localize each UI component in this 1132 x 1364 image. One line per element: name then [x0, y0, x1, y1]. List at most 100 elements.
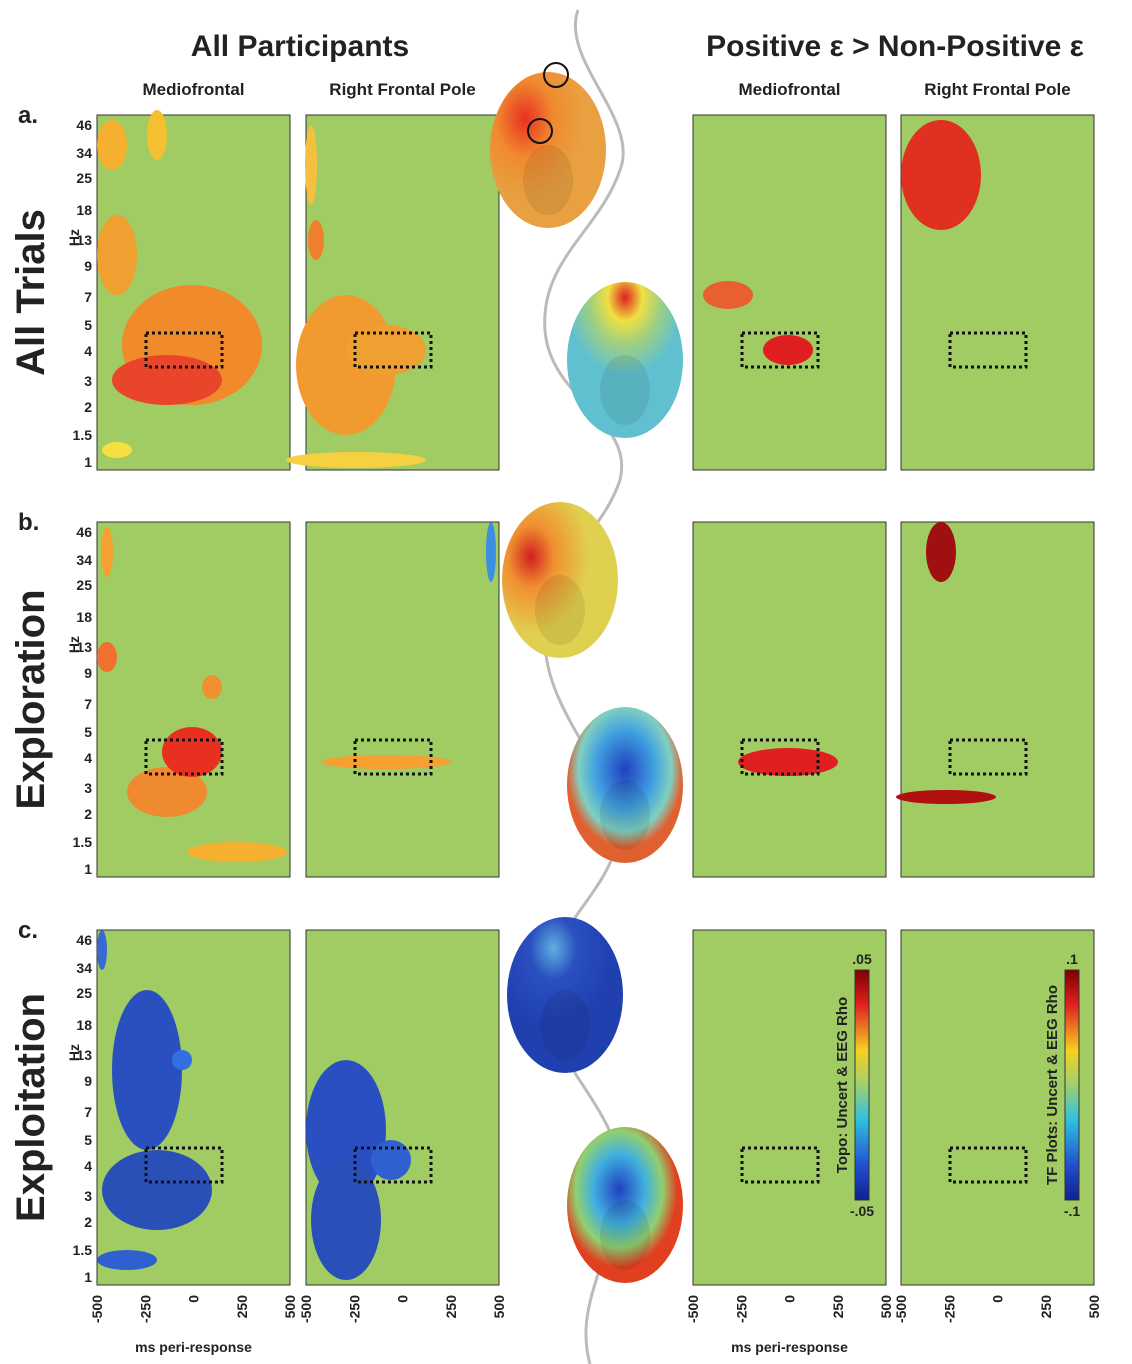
column-title: Right Frontal Pole [924, 80, 1070, 99]
panel [692, 929, 887, 1286]
y-tick-label: 9 [84, 1073, 92, 1089]
effect-cluster [162, 727, 222, 777]
x-tick-label: -250 [733, 1295, 749, 1323]
colorbar-label: TF Plots: Uncert & EEG Rho [1044, 985, 1061, 1185]
effect-cluster [97, 215, 137, 295]
x-tick-label: 500 [878, 1295, 894, 1319]
y-tick-label: 34 [76, 145, 92, 161]
effect-cluster [187, 842, 287, 862]
y-tick-label: 2 [84, 1214, 92, 1230]
x-axis-label: ms peri-response [135, 1339, 252, 1355]
row-title: Exploration [9, 589, 53, 809]
effect-cluster [112, 990, 182, 1150]
y-tick-label: 18 [76, 609, 92, 625]
x-tick-label: -250 [346, 1295, 362, 1323]
y-tick-label: 4 [84, 1158, 92, 1174]
column-title: Mediofrontal [739, 80, 841, 99]
y-tick-label: 3 [84, 1188, 92, 1204]
y-tick-label: 25 [76, 577, 92, 593]
x-tick-label: 250 [234, 1295, 250, 1319]
x-tick-label: 500 [1086, 1295, 1102, 1319]
y-axis-label: Hz [66, 636, 82, 653]
x-tick-label: 0 [782, 1295, 798, 1303]
effect-cluster [172, 1050, 192, 1070]
y-tick-label: 1 [84, 1269, 92, 1285]
y-tick-label: 34 [76, 552, 92, 568]
y-axis-label: Hz [66, 1044, 82, 1061]
y-tick-label: 7 [84, 696, 92, 712]
y-tick-label: 9 [84, 258, 92, 274]
panel [900, 521, 1095, 878]
header: All Participants [191, 30, 409, 63]
y-tick-label: 5 [84, 724, 92, 740]
y-tick-label: 18 [76, 202, 92, 218]
colorbar [1064, 969, 1080, 1201]
colorbar-label: Topo: Uncert & EEG Rho [834, 997, 851, 1173]
colorbar-min: -.05 [850, 1203, 874, 1219]
y-tick-label: 3 [84, 373, 92, 389]
panel [692, 521, 887, 878]
x-tick-label: -500 [298, 1295, 314, 1323]
column-title: Right Frontal Pole [329, 80, 475, 99]
effect-cluster [308, 220, 324, 260]
effect-cluster [102, 442, 132, 458]
head-face [523, 145, 573, 215]
roi-box [144, 1146, 224, 1184]
effect-cluster [112, 355, 222, 405]
y-tick-label: 46 [76, 117, 92, 133]
x-tick-label: -500 [893, 1295, 909, 1323]
effect-cluster [763, 335, 813, 365]
effect-cluster [97, 642, 117, 672]
x-axis-label: ms peri-response [731, 1339, 848, 1355]
effect-cluster [703, 281, 753, 309]
effect-cluster [102, 1150, 212, 1230]
panel [96, 521, 291, 878]
x-tick-label: 0 [186, 1295, 202, 1303]
x-tick-label: 250 [443, 1295, 459, 1319]
effect-cluster [926, 522, 956, 582]
x-tick-label: 250 [830, 1295, 846, 1319]
colorbar-max: .1 [1066, 951, 1078, 967]
panel [900, 929, 1095, 1286]
colorbar-min: -.1 [1064, 1203, 1081, 1219]
column-title: Mediofrontal [143, 80, 245, 99]
y-tick-label: 7 [84, 1104, 92, 1120]
y-tick-label: 46 [76, 524, 92, 540]
y-tick-label: 9 [84, 665, 92, 681]
colorbar [854, 969, 870, 1201]
roi-box [948, 331, 1028, 369]
y-tick-label: 1 [84, 861, 92, 877]
y-tick-label: 46 [76, 932, 92, 948]
head-topography [507, 917, 623, 1073]
x-tick-label: 0 [990, 1295, 1006, 1303]
head-topography [567, 707, 683, 863]
roi-box [740, 738, 820, 776]
x-tick-label: 250 [1038, 1295, 1054, 1319]
y-tick-label: 4 [84, 343, 92, 359]
colorbar-max: .05 [852, 951, 872, 967]
roi-box [144, 331, 224, 369]
effect-cluster [738, 748, 838, 776]
y-tick-label: 34 [76, 960, 92, 976]
effect-cluster [101, 527, 113, 577]
y-tick-label: 1.5 [73, 1242, 93, 1258]
effect-cluster [305, 125, 317, 205]
effect-cluster [486, 522, 496, 582]
x-tick-label: 500 [282, 1295, 298, 1319]
roi-box [144, 738, 224, 776]
head-topography [567, 282, 683, 438]
y-tick-label: 4 [84, 750, 92, 766]
effect-cluster [147, 110, 167, 160]
roi-box [948, 1146, 1028, 1184]
head-topography [567, 1127, 683, 1283]
x-tick-label: 0 [395, 1295, 411, 1303]
x-tick-label: -500 [89, 1295, 105, 1323]
row-title: All Trials [9, 209, 53, 376]
y-tick-label: 3 [84, 780, 92, 796]
x-tick-label: -250 [137, 1295, 153, 1323]
head-face [540, 990, 590, 1060]
row-label: b. [18, 509, 39, 536]
head-face [600, 1200, 650, 1270]
y-tick-label: 25 [76, 985, 92, 1001]
